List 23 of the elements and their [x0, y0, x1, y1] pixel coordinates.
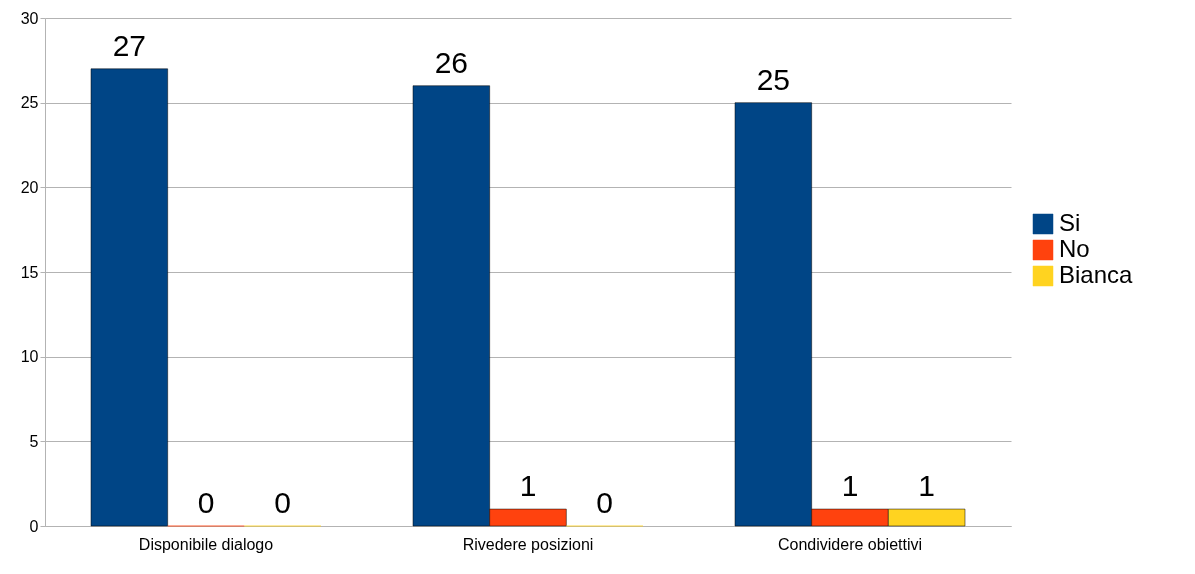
y-tick-label: 0: [29, 517, 39, 535]
y-tick-label: 20: [20, 178, 39, 196]
data-label: 27: [112, 28, 147, 62]
bar: [90, 68, 168, 527]
data-label: 25: [756, 62, 791, 96]
data-label: 0: [197, 486, 215, 519]
data-label: 1: [519, 469, 537, 503]
data-label: 0: [596, 486, 614, 519]
data-label: 1: [841, 469, 859, 503]
data-label: 0: [274, 486, 292, 519]
legend-label: Si: [1059, 209, 1081, 236]
y-tick-label: 30: [20, 9, 39, 27]
y-tick-label: 10: [20, 348, 39, 366]
y-tick-label: 15: [20, 263, 39, 281]
data-label: 1: [918, 469, 936, 503]
x-tick-label: Condividere obiettivi: [777, 535, 923, 553]
x-tick-label: Disponibile dialogo: [138, 535, 274, 553]
data-label: 26: [434, 45, 469, 79]
y-tick-label: 5: [29, 432, 39, 450]
legend-label: No: [1059, 235, 1090, 262]
x-tick-label: Rivedere posizioni: [462, 535, 594, 553]
y-tick-label: 25: [20, 94, 39, 112]
legend-label: Bianca: [1059, 261, 1134, 288]
